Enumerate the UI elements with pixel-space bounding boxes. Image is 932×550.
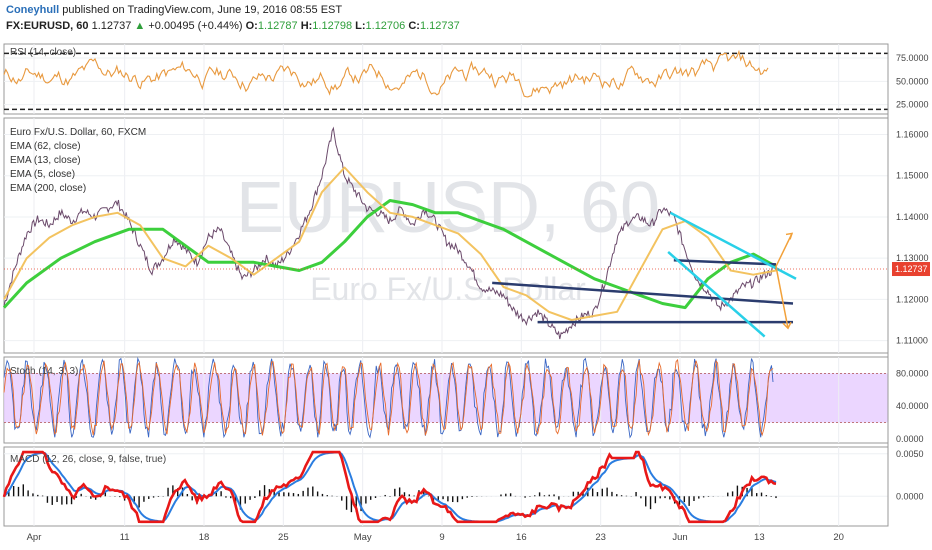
macd-y-tick: 0.0000 [896,491,924,501]
price-change: +0.00495 (+0.44%) [148,20,243,32]
rsi-y-tick: 50.0000 [896,76,929,86]
high-value: 1.12798 [312,20,353,32]
main-y-tick: 1.13000 [896,253,929,263]
watermark-name: Euro Fx/U.S. Dollar [310,271,586,307]
x-tick-label: May [354,532,372,543]
stoch-y-tick: 0.0000 [896,434,924,444]
x-tick-label: 18 [199,532,210,543]
current-price-label: 1.12737 [895,264,928,274]
bull-arrow-line [775,233,793,267]
low-label: L: [355,20,366,32]
resistance-line [673,258,777,266]
x-tick-label: 25 [278,532,289,543]
legend-ema-62: EMA (62, close) [10,141,81,152]
rsi-line [3,49,769,98]
legend-ema-200: EMA (200, close) [10,183,87,194]
close-label: C: [408,20,420,32]
bull-arrow-head [785,232,794,240]
x-tick-label: 20 [833,532,844,543]
main-y-tick: 1.14000 [896,212,929,222]
trend-line [492,281,794,305]
open-label: O: [245,20,258,32]
x-tick-label: 9 [439,532,444,543]
up-arrow-icon: ▲ [134,20,146,32]
rsi-y-tick: 25.0000 [896,100,929,110]
watermark-symbol: EURUSD, 60 [236,168,660,248]
ema-13-line [3,166,777,321]
ema-62-line [2,199,777,310]
x-tick-label: 11 [120,532,130,543]
rsi-y-tick: 75.0000 [896,53,929,63]
publish-line: Coneyhull published on TradingView.com, … [6,4,342,16]
stoch-d-line [3,358,774,437]
bear-arrow-line [775,266,789,329]
macd-line [2,450,777,524]
x-tick-label: Jun [672,532,687,543]
x-tick-label: 13 [754,532,765,543]
main-y-tick: 1.15000 [896,171,929,181]
stoch-y-tick: 40.0000 [896,401,929,411]
low-value: 1.12706 [365,20,406,32]
macd-y-tick: 0.0050 [896,449,924,459]
last-price: 1.12737 [91,20,132,32]
ohlc-line: FX:EURUSD, 60 1.12737 ▲ +0.00495 (+0.44%… [6,20,460,32]
legend-ema-5: EMA (5, close) [10,169,76,180]
x-tick-label: Apr [27,532,42,543]
author-link[interactable]: Coneyhull [6,4,60,16]
stoch-label: Stoch (14, 3, 3) [10,366,79,377]
current-price-tag [892,262,930,277]
main-y-tick: 1.12000 [896,294,929,304]
open-value: 1.12787 [257,20,298,32]
legend-ema-13: EMA (13, close) [10,155,81,166]
bear-arrow-head [782,321,792,330]
main-y-tick: 1.16000 [896,129,929,139]
rsi-pane-frame [3,43,889,115]
rsi-label: RSI (14, close) [10,47,77,58]
main-y-tick: 1.11000 [896,336,928,346]
macd-label: MACD (12, 26, close, 9, false, true) [10,454,167,465]
x-tick-label: 16 [516,532,527,543]
close-value: 1.12737 [419,20,460,32]
stoch-y-tick: 80.0000 [896,368,929,378]
symbol-label: FX:EURUSD, 60 [6,20,89,32]
main-legend-title: Euro Fx/U.S. Dollar, 60, FXCM [10,127,147,138]
channel-upper-line [669,211,797,280]
high-label: H: [300,20,313,32]
published-text: published on TradingView.com, June 19, 2… [62,4,343,16]
price-line [3,126,777,340]
x-tick-label: 23 [595,532,606,543]
channel-lower-line [667,251,766,338]
